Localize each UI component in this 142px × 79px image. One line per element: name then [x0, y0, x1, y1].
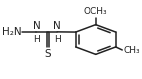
Text: CH₃: CH₃ — [123, 46, 140, 55]
Text: H: H — [54, 35, 61, 44]
Text: N: N — [33, 21, 40, 31]
Text: H₂N: H₂N — [2, 27, 22, 37]
Text: S: S — [44, 49, 51, 59]
Text: OCH₃: OCH₃ — [84, 7, 107, 16]
Text: N: N — [53, 21, 61, 31]
Text: H: H — [33, 35, 40, 44]
